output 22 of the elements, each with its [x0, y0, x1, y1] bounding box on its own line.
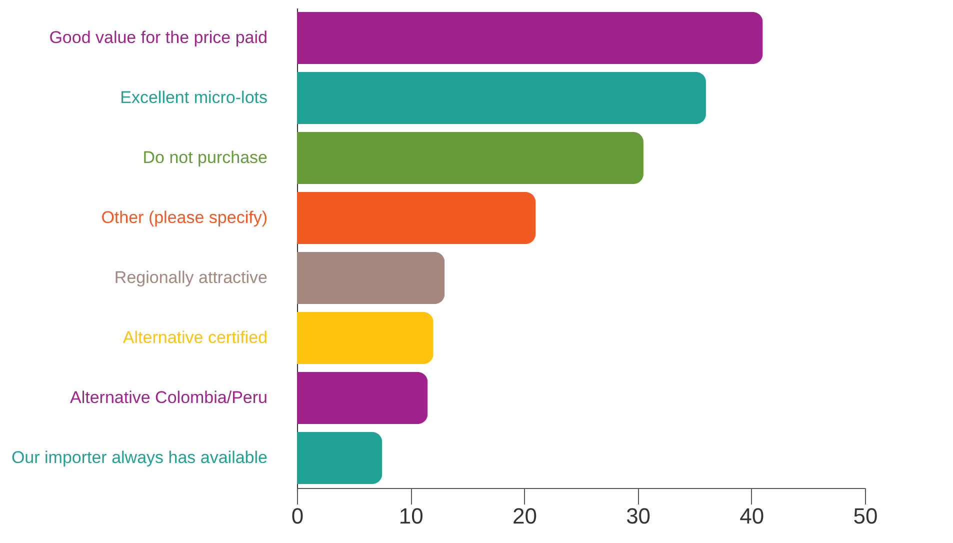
y-tick-label: Good value for the price paid: [49, 28, 268, 47]
bar: [297, 312, 434, 364]
y-tick-label: Our importer always has available: [11, 448, 268, 467]
bar: [297, 432, 382, 484]
y-tick-label: Regionally attractive: [114, 268, 268, 287]
x-tick-label: 0: [291, 504, 304, 528]
bar: [297, 372, 428, 424]
x-tick-label: 20: [512, 504, 537, 528]
y-tick-label: Alternative certified: [122, 328, 268, 347]
x-tick-label: 10: [398, 504, 424, 528]
x-tick-label: 40: [740, 504, 764, 528]
y-tick-label: Excellent micro-lots: [120, 88, 268, 107]
y-tick-label: Do not purchase: [142, 148, 268, 167]
bar: [297, 252, 445, 304]
y-tick-label: Alternative Colombia/Peru: [70, 388, 268, 407]
bar: [297, 192, 536, 244]
x-tick-label: 30: [626, 504, 651, 528]
bar: [297, 132, 644, 184]
x-tick-label: 50: [853, 504, 878, 528]
y-tick-label: Other (please specify): [101, 208, 268, 227]
bar: [297, 12, 763, 64]
bar: [297, 72, 706, 124]
